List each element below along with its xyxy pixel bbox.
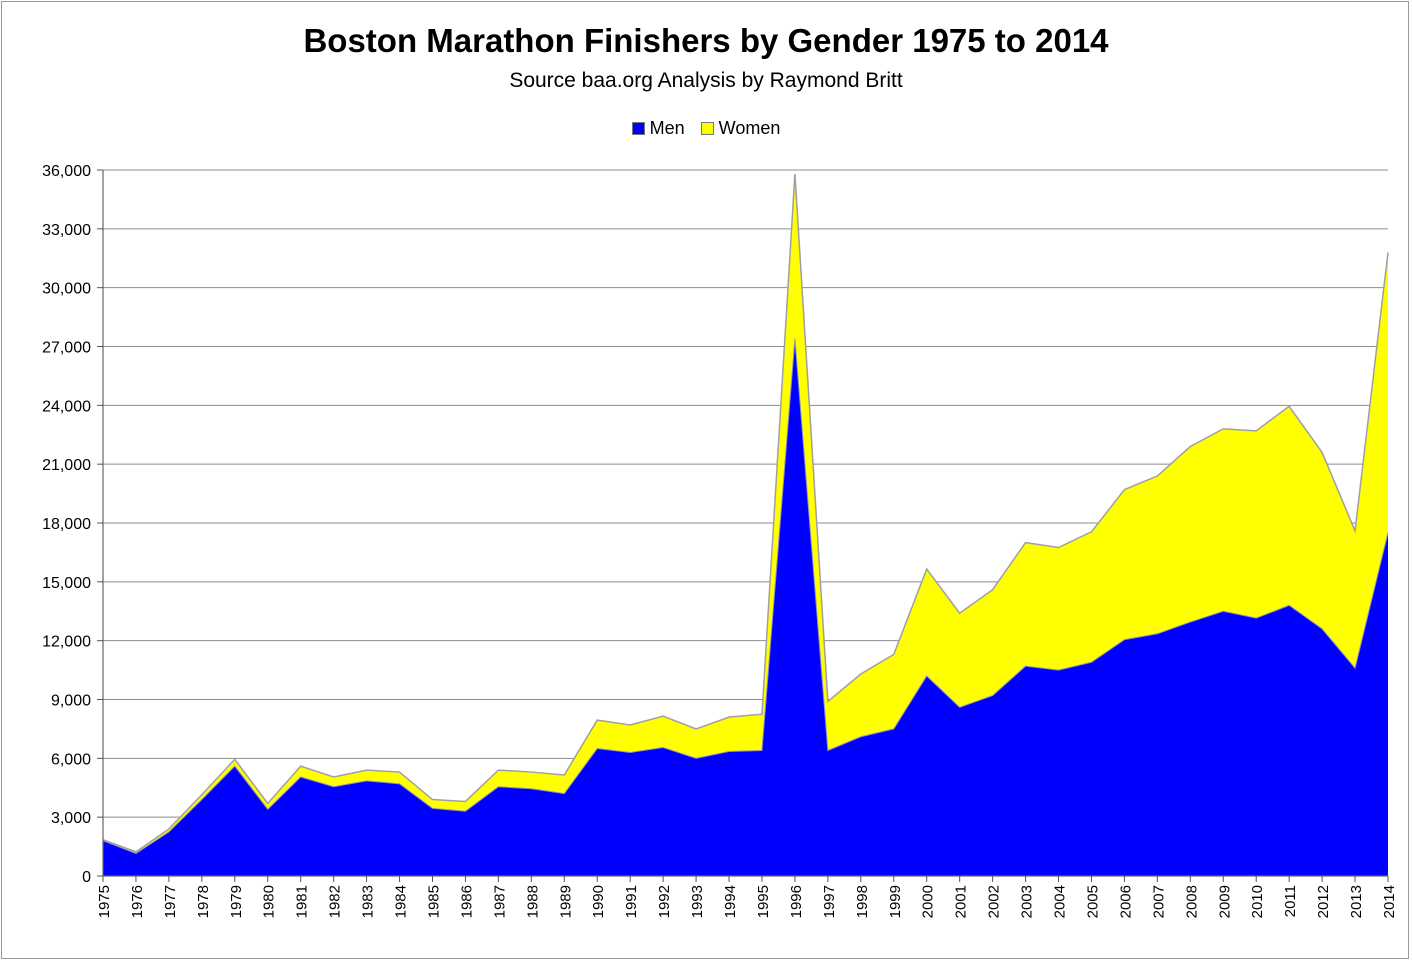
x-tick-label: 1987 bbox=[491, 885, 508, 918]
x-tick-label: 2009 bbox=[1216, 885, 1233, 918]
legend-label-men: Men bbox=[649, 118, 685, 138]
x-tick-label: 2012 bbox=[1315, 885, 1332, 918]
x-tick-label: 2011 bbox=[1282, 885, 1299, 917]
y-tick-label: 27,000 bbox=[42, 340, 91, 357]
area-women-outline bbox=[102, 173, 1389, 853]
x-tick-label: 1985 bbox=[425, 885, 442, 918]
y-tick-label: 12,000 bbox=[42, 634, 91, 651]
x-tick-label: 1998 bbox=[854, 885, 871, 918]
area-men bbox=[103, 338, 1388, 877]
y-tick-label: 30,000 bbox=[42, 281, 91, 298]
x-tick-label: 1988 bbox=[524, 885, 541, 918]
x-tick-label: 1991 bbox=[623, 885, 640, 918]
x-tick-label: 2004 bbox=[1052, 885, 1069, 918]
y-tick-label: 0 bbox=[82, 869, 91, 886]
x-tick-label: 1975 bbox=[96, 885, 113, 918]
x-tick-label: 2013 bbox=[1348, 885, 1365, 918]
x-tick-label: 1995 bbox=[755, 885, 772, 918]
y-axis-ticks: 0 3,000 6,000 9,000 12,000 15,000 18,000 21,000… bbox=[42, 163, 103, 886]
area-women bbox=[103, 173, 1388, 854]
x-tick-label: 1992 bbox=[656, 885, 673, 918]
y-tick-label: 33,000 bbox=[42, 222, 91, 239]
legend-label-women: Women bbox=[718, 118, 781, 138]
x-tick-label: 1976 bbox=[129, 885, 146, 918]
x-tick-label: 1999 bbox=[887, 885, 904, 918]
area-men-outline bbox=[102, 338, 1389, 855]
x-tick-label: 2000 bbox=[920, 885, 937, 918]
x-tick-label: 1994 bbox=[722, 885, 739, 918]
area-series bbox=[102, 173, 1389, 877]
y-tick-label: 9,000 bbox=[51, 693, 91, 710]
x-tick-label: 1993 bbox=[689, 885, 706, 918]
x-tick-label: 1996 bbox=[788, 885, 805, 918]
y-tick-label: 36,000 bbox=[42, 163, 91, 180]
legend-swatch-women bbox=[700, 122, 714, 135]
x-tick-label: 2006 bbox=[1117, 885, 1134, 918]
y-tick-label: 15,000 bbox=[42, 575, 91, 592]
x-tick-label: 1979 bbox=[228, 885, 245, 918]
x-tick-label: 1977 bbox=[162, 885, 179, 918]
x-tick-label: 1980 bbox=[261, 885, 278, 918]
y-tick-label: 6,000 bbox=[51, 751, 91, 768]
x-tick-label: 1984 bbox=[393, 885, 410, 918]
legend-item-women: Women bbox=[700, 118, 781, 139]
x-tick-label: 1982 bbox=[327, 885, 344, 918]
x-tick-label: 2008 bbox=[1183, 885, 1200, 918]
chart-legend: Men Women bbox=[0, 118, 1412, 139]
x-tick-label: 1990 bbox=[590, 885, 607, 918]
x-tick-label: 2007 bbox=[1150, 885, 1167, 918]
y-tick-label: 3,000 bbox=[51, 810, 91, 827]
chart-title: Boston Marathon Finishers by Gender 1975… bbox=[303, 22, 1109, 59]
x-tick-label: 1986 bbox=[458, 885, 475, 918]
y-tick-label: 24,000 bbox=[42, 398, 91, 415]
x-tick-label: 2010 bbox=[1249, 885, 1266, 918]
x-tick-label: 2001 bbox=[953, 885, 970, 918]
x-tick-label: 1989 bbox=[557, 885, 574, 918]
x-tick-label: 1978 bbox=[195, 885, 212, 918]
chart-subtitle: Source baa.org Analysis by Raymond Britt bbox=[509, 69, 903, 92]
x-axis-ticks: 1975 1976 1977 1978 1979 1980 1981 1982 1983 1984… bbox=[96, 876, 1398, 918]
y-tick-label: 18,000 bbox=[42, 516, 91, 533]
x-tick-label: 2014 bbox=[1381, 885, 1398, 918]
y-tick-label: 21,000 bbox=[42, 457, 91, 474]
x-tick-label: 1983 bbox=[360, 885, 377, 918]
legend-swatch-men bbox=[631, 122, 645, 135]
x-tick-label: 1997 bbox=[821, 885, 838, 918]
legend-item-men: Men bbox=[631, 118, 685, 139]
x-tick-label: 2005 bbox=[1084, 885, 1101, 918]
x-tick-label: 2003 bbox=[1019, 885, 1036, 918]
x-tick-label: 2002 bbox=[986, 885, 1003, 918]
x-tick-label: 1981 bbox=[294, 885, 311, 918]
